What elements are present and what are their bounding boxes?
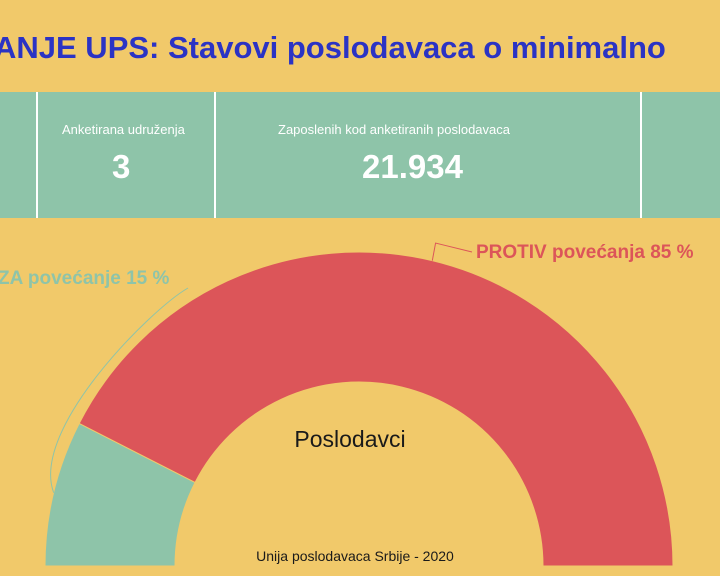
stats-divider [214, 92, 216, 218]
leader-line-za [50, 287, 189, 493]
stats-band: Anketirana udruženja 3 Zaposlenih kod an… [0, 92, 720, 218]
stat-employees-label: Zaposlenih kod anketiranih poslodavaca [278, 122, 510, 137]
slice-label-za: ZA povećanje 15 % [0, 268, 170, 289]
slice-label-protiv: PROTIV povećanja 85 % [476, 242, 694, 263]
page-title: ANJE UPS: Stavovi poslodavaca o minimaln… [0, 30, 666, 65]
stats-divider [36, 92, 38, 218]
center-label: Poslodavci [294, 426, 406, 452]
leader-line-protiv [431, 242, 473, 261]
source-note: Unija poslodavaca Srbije - 2020 [256, 548, 454, 564]
stat-associations-value: 3 [112, 148, 131, 185]
stats-divider [640, 92, 642, 218]
stat-employees-value: 21.934 [362, 148, 463, 185]
slice-protiv [78, 251, 674, 567]
stat-associations-label: Anketirana udruženja [62, 122, 185, 137]
